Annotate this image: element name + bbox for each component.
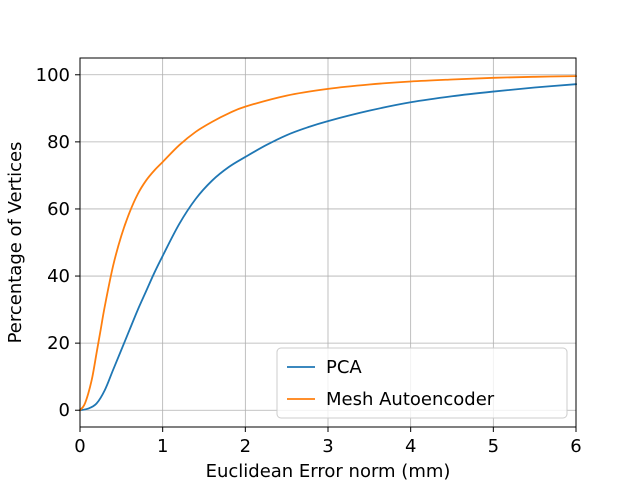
y-tick-label: 40 [47,266,70,287]
x-tick-label: 2 [240,436,251,457]
legend: PCA Mesh Autoencoder [276,347,568,419]
y-tick-label: 100 [36,65,70,86]
series-line-mesh-autoencoder [78,75,577,412]
y-tick-label: 0 [59,400,70,421]
y-axis-label: Percentage of Vertices [5,142,26,344]
x-tick-label: 1 [157,436,168,457]
y-tick-label: 60 [47,199,70,220]
x-tick-label: 0 [74,436,85,457]
series-lines [78,75,577,412]
legend-box [276,347,568,419]
x-tick-label: 5 [488,436,499,457]
legend-label: Mesh Autoencoder [326,389,495,410]
series-line-pca [78,83,577,412]
y-tick-label: 80 [47,132,70,153]
x-tick-label: 6 [570,436,581,457]
x-tick-label: 3 [322,436,333,457]
x-tick-label: 4 [405,436,416,457]
grid-lines [79,58,577,427]
y-tick-label: 20 [47,333,70,354]
x-axis-label: Euclidean Error norm (mm) [206,461,451,480]
legend-label: PCA [326,357,362,378]
